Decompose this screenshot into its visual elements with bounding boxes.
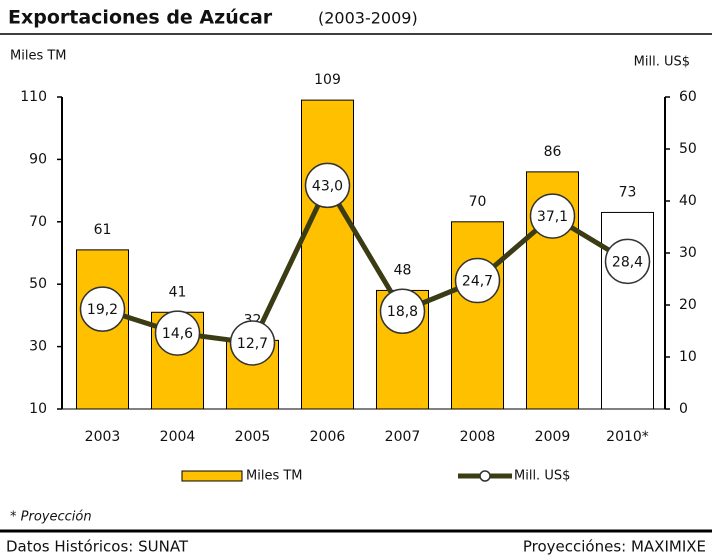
- legend-label: Miles TM: [246, 469, 303, 484]
- source-right: Proyecciónes: MAXIMIXE: [523, 538, 706, 556]
- y2-axis-title: Mill. US$: [634, 55, 690, 70]
- line-marker: [379, 288, 426, 334]
- line-value-label: 14,6: [162, 326, 193, 342]
- bar-value-label: 86: [544, 144, 562, 160]
- x-tick-label: 2010*: [606, 429, 649, 445]
- line-marker: [304, 162, 351, 209]
- y-tick-label: 110: [20, 89, 47, 105]
- line-marker: [229, 320, 276, 366]
- y-tick-label: 30: [29, 339, 47, 355]
- x-tick-label: 2004: [160, 429, 196, 445]
- y-tick-label: 70: [29, 214, 47, 230]
- x-tick-label: 2005: [235, 429, 271, 445]
- x-tick-label: 2006: [310, 429, 346, 445]
- line-value-label: 37,1: [537, 209, 568, 225]
- y-tick-label: 50: [29, 276, 47, 292]
- bar-value-label: 70: [469, 194, 487, 210]
- line-value-label: 19,2: [87, 302, 118, 318]
- chart-subtitle: (2003-2009): [318, 9, 418, 28]
- x-tick-label: 2009: [535, 429, 571, 445]
- bar-value-label: 48: [394, 262, 412, 278]
- y2-tick-label: 30: [679, 245, 697, 261]
- bar-value-label: 61: [94, 222, 112, 238]
- line-marker: [604, 238, 651, 285]
- y-axis-title: Miles TM: [10, 49, 67, 64]
- line-value-label: 28,4: [612, 254, 643, 270]
- line-marker: [454, 257, 501, 304]
- source-left: Datos Históricos: SUNAT: [6, 538, 189, 556]
- y2-tick-label: 40: [679, 193, 697, 209]
- bar-value-label: 41: [169, 284, 187, 300]
- line-value-label: 43,0: [312, 178, 343, 194]
- line-value-label: 12,7: [237, 336, 268, 352]
- line-marker: [79, 286, 126, 332]
- x-tick-label: 2007: [385, 429, 421, 445]
- x-tick-label: 2003: [85, 429, 121, 445]
- y2-tick-label: 10: [679, 349, 697, 365]
- y2-tick-label: 0: [679, 401, 688, 417]
- y2-tick-label: 60: [679, 89, 697, 105]
- line-value-label: 18,8: [387, 304, 418, 320]
- legend-swatch: [181, 470, 243, 482]
- y-tick-label: 10: [29, 401, 47, 417]
- line-marker: [154, 310, 201, 356]
- chart-title: Exportaciones de Azúcar: [8, 7, 273, 29]
- legend-swatch-marker: [479, 470, 491, 482]
- line-value-label: 24,7: [462, 274, 493, 290]
- y2-tick-label: 50: [679, 141, 697, 157]
- footnote: * Proyección: [10, 510, 92, 525]
- y2-tick-label: 20: [679, 297, 697, 313]
- y-tick-label: 90: [29, 151, 47, 167]
- x-tick-label: 2008: [460, 429, 496, 445]
- legend-label: Mill. US$: [514, 469, 570, 484]
- bar: [451, 221, 504, 410]
- bar-value-label: 73: [619, 184, 637, 200]
- bar-value-label: 109: [314, 72, 341, 88]
- line-marker: [529, 193, 576, 239]
- bar: [301, 99, 354, 410]
